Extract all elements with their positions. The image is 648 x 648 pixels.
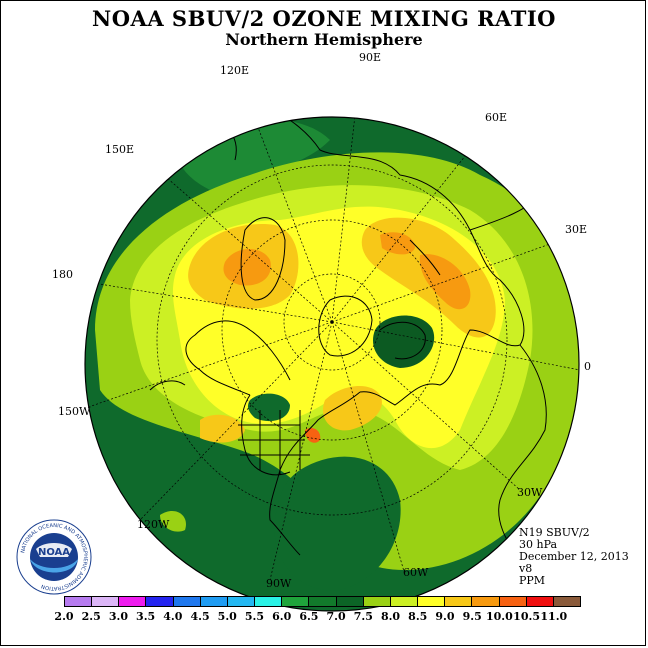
- colorbar-tick-label: 6.5: [299, 610, 319, 623]
- units-label: PPM: [519, 574, 546, 587]
- lon-label-90e: 90E: [359, 51, 382, 64]
- colorbar-tick-label: 6.0: [272, 610, 292, 623]
- colorbar-labels: 2.0 2.5 3.0 3.5 4.0 4.5 5.0 5.5 6.0 6.5 7.0 7.5 8.0 8…: [0, 610, 648, 624]
- colorbar-swatch: [526, 597, 554, 606]
- lon-label-90w: 90W: [266, 577, 292, 590]
- colorbar-tick-label: 9.0: [435, 610, 455, 623]
- colorbar-swatch: [418, 597, 446, 606]
- satellite-label: N19 SBUV/2: [519, 526, 590, 539]
- colorbar-swatch: [173, 597, 201, 606]
- lon-label-180: 180: [52, 268, 73, 281]
- lon-label-0: 0: [584, 360, 591, 373]
- colorbar-swatch: [227, 597, 256, 606]
- colorbar-swatch: [390, 597, 419, 606]
- hemisphere-outline: [84, 116, 580, 612]
- colorbar-swatch: [499, 597, 527, 606]
- lon-label-120w: 120W: [137, 518, 170, 531]
- colorbar-swatch: [119, 597, 147, 606]
- colorbar-tick-label: 2.0: [54, 610, 74, 623]
- colorbar-tick-label: 10.5: [513, 610, 540, 623]
- colorbar-swatch: [92, 597, 120, 606]
- chart-title: NOAA SBUV/2 OZONE MIXING RATIO: [92, 6, 556, 31]
- colorbar-tick-label: 8.5: [408, 610, 428, 623]
- lon-label-30w: 30W: [517, 486, 543, 499]
- colorbar-tick-label: 3.5: [136, 610, 156, 623]
- lon-label-120e: 120E: [220, 64, 250, 77]
- lon-label-150w: 150W: [58, 405, 91, 418]
- colorbar-swatch: [200, 597, 228, 606]
- colorbar-tick-label: 9.5: [462, 610, 482, 623]
- noaa-logo: NATIONAL OCEANIC AND ATMOSPHERIC ADMINIS…: [16, 519, 92, 595]
- level-label: 30 hPa: [519, 538, 558, 551]
- colorbar-swatch: [282, 597, 310, 606]
- colorbar: [64, 596, 581, 607]
- lon-label-60e: 60E: [485, 111, 508, 124]
- colorbar-tick-label: 4.5: [190, 610, 210, 623]
- colorbar-tick-label: 7.5: [353, 610, 373, 623]
- colorbar-tick-label: 11.0: [540, 610, 568, 623]
- version-label: v8: [519, 562, 533, 575]
- colorbar-tick-label: 4.0: [163, 610, 183, 623]
- colorbar-swatch: [472, 597, 500, 606]
- colorbar-tick-label: 5.0: [217, 610, 237, 623]
- colorbar-tick-label: 8.0: [380, 610, 401, 623]
- colorbar-tick-label: 5.5: [244, 610, 265, 623]
- colorbar-tick-label: 3.0: [108, 610, 128, 623]
- lon-label-150e: 150E: [105, 143, 135, 156]
- colorbar-swatch: [336, 597, 364, 606]
- info-block: N19 SBUV/2 30 hPa December 12, 2013 v8 P…: [519, 527, 629, 587]
- colorbar-swatch: [309, 597, 337, 606]
- colorbar-swatch: [445, 597, 473, 606]
- colorbar-swatch: [553, 597, 580, 606]
- chart-subtitle: Northern Hemisphere: [225, 30, 423, 49]
- colorbar-swatch: [65, 597, 93, 606]
- ozone-field: [85, 117, 579, 611]
- colorbar-swatch: [146, 597, 174, 606]
- colorbar-tick-label: 2.5: [81, 610, 101, 623]
- colorbar-tick-label: 10.0: [485, 610, 513, 623]
- colorbar-swatch: [363, 597, 391, 606]
- colorbar-swatch: [255, 597, 283, 606]
- logo-text: NOAA: [38, 547, 70, 558]
- date-label: December 12, 2013: [519, 550, 629, 563]
- lon-label-60w: 60W: [403, 566, 429, 579]
- colorbar-tick-label: 7.0: [326, 610, 346, 623]
- lon-label-30e: 30E: [565, 223, 588, 236]
